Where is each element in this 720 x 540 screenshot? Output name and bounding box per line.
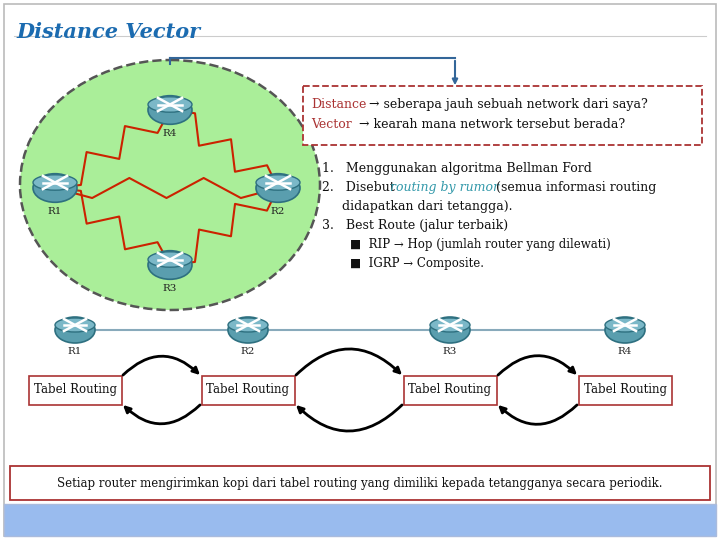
Text: ■  IGRP → Composite.: ■ IGRP → Composite.: [350, 257, 484, 270]
Text: ■  RIP → Hop (jumlah router yang dilewati): ■ RIP → Hop (jumlah router yang dilewati…: [350, 238, 611, 251]
Text: Vector: Vector: [311, 118, 352, 131]
Ellipse shape: [228, 318, 268, 332]
Ellipse shape: [33, 175, 77, 190]
Text: Tabel Routing: Tabel Routing: [583, 383, 667, 396]
Ellipse shape: [55, 317, 95, 343]
Ellipse shape: [256, 175, 300, 190]
Ellipse shape: [148, 97, 192, 112]
FancyBboxPatch shape: [4, 4, 716, 536]
FancyBboxPatch shape: [303, 86, 702, 145]
Ellipse shape: [148, 251, 192, 279]
Text: didapatkan dari tetangga).: didapatkan dari tetangga).: [342, 200, 513, 213]
FancyBboxPatch shape: [29, 375, 122, 404]
Text: R4: R4: [618, 347, 632, 356]
Ellipse shape: [55, 318, 95, 332]
Text: Distance: Distance: [311, 98, 366, 111]
FancyBboxPatch shape: [202, 375, 294, 404]
Text: (semua informasi routing: (semua informasi routing: [492, 181, 657, 194]
FancyBboxPatch shape: [403, 375, 497, 404]
Text: Distance Vector: Distance Vector: [16, 22, 200, 42]
Text: routing by rumor: routing by rumor: [390, 181, 499, 194]
Ellipse shape: [148, 96, 192, 124]
Text: 2.   Disebut: 2. Disebut: [322, 181, 399, 194]
Text: Setiap router mengirimkan kopi dari tabel routing yang dimiliki kepada tetanggan: Setiap router mengirimkan kopi dari tabe…: [58, 476, 662, 489]
Text: R2: R2: [240, 347, 255, 356]
Text: R2: R2: [271, 207, 285, 215]
Ellipse shape: [148, 252, 192, 267]
FancyBboxPatch shape: [4, 504, 716, 536]
Ellipse shape: [20, 60, 320, 310]
Ellipse shape: [605, 317, 645, 343]
FancyBboxPatch shape: [10, 466, 710, 500]
Text: R1: R1: [48, 207, 62, 215]
Text: Tabel Routing: Tabel Routing: [408, 383, 492, 396]
Ellipse shape: [430, 318, 470, 332]
Text: R3: R3: [163, 284, 177, 293]
Ellipse shape: [228, 317, 268, 343]
Text: Tabel Routing: Tabel Routing: [207, 383, 289, 396]
Ellipse shape: [605, 318, 645, 332]
Text: Tabel Routing: Tabel Routing: [34, 383, 117, 396]
FancyBboxPatch shape: [578, 375, 672, 404]
Text: R3: R3: [443, 347, 457, 356]
Text: R1: R1: [68, 347, 82, 356]
Ellipse shape: [33, 174, 77, 202]
Text: 1.   Menggunakan algoritma Bellman Ford: 1. Menggunakan algoritma Bellman Ford: [322, 162, 592, 175]
Text: 3.   Best Route (jalur terbaik): 3. Best Route (jalur terbaik): [322, 219, 508, 232]
Text: → seberapa jauh sebuah network dari saya?: → seberapa jauh sebuah network dari saya…: [365, 98, 648, 111]
Text: R4: R4: [163, 129, 177, 138]
Ellipse shape: [256, 174, 300, 202]
Ellipse shape: [430, 317, 470, 343]
Text: → kearah mana network tersebut berada?: → kearah mana network tersebut berada?: [355, 118, 625, 131]
